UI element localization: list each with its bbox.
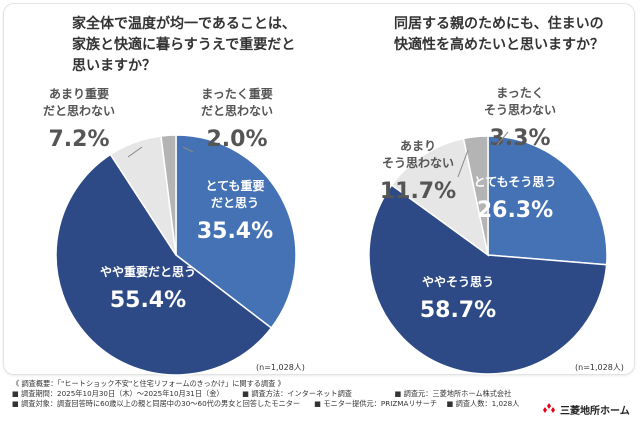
footer-period: ■ 調査期間：2025年10月30日（木）～2025年10月31日（金） [12, 389, 224, 398]
slice-value: 2.0% [206, 127, 267, 152]
pie-slice [462, 135, 489, 256]
slice-value: 3.3% [489, 126, 550, 151]
right-question-line: 快適性を高めたいと思いますか？ [394, 37, 604, 53]
footer-org: ■ 調査元：三菱地所ホーム株式会社 [394, 389, 512, 398]
slice-label: そう思わない [484, 103, 556, 117]
left-question-title: 家全体で温度が均一であることは、 家族と快適に暮らすうえで重要だと 思いますか？ [72, 14, 296, 77]
slice-label: だと思わない [201, 104, 273, 118]
pie-slice [55, 153, 273, 376]
slice-label: あまり [400, 139, 436, 153]
leader-line [127, 146, 143, 158]
leader-line [496, 131, 509, 146]
survey-footer: 《 調査概要：「"ヒートショック不安"と住宅リフォームのきっかけ」に関する調査 … [12, 379, 532, 409]
slice-value: 26.3% [477, 198, 553, 223]
footer-method: ■ 調査方法：インターネット調査 [242, 389, 352, 398]
left-question-line: 家族と快適に暮らすうえで重要だと [72, 37, 296, 53]
slice-value: 7.2% [48, 127, 109, 152]
left-question-line: 思いますか？ [72, 58, 156, 74]
slice-label: とても重要 [205, 178, 264, 193]
company-logo: 三菱地所ホーム [542, 402, 630, 417]
footer-title: 《 調査概要：「"ヒートショック不安"と住宅リフォームのきっかけ」に関する調査 … [12, 379, 285, 388]
leader-line [182, 146, 194, 153]
pie-slice [390, 137, 490, 257]
pie-slice [368, 184, 608, 375]
slice-label: まったく [496, 86, 544, 100]
right-question-line: 同居する親のためにも、住まいの [394, 16, 604, 32]
footer-provider: ■ モニター提供元：PRIZMAリサーチ [314, 399, 438, 408]
mitsubishi-diamonds-icon [543, 403, 555, 413]
left-sample-size: (n=1,028人) [256, 363, 305, 372]
pie-slice [487, 135, 608, 266]
slice-label: だと思わない [43, 104, 115, 118]
slice-value: 11.7% [380, 179, 456, 204]
slice-label: だと思う [211, 196, 259, 210]
company-name: 三菱地所ホーム [560, 406, 630, 417]
slice-value: 58.7% [420, 298, 496, 323]
slice-value: 35.4% [197, 219, 273, 244]
slice-label: あまり重要 [49, 86, 109, 101]
slice-value: 55.4% [110, 288, 186, 313]
left-question-line: 家全体で温度が均一であることは、 [72, 16, 296, 32]
leader-line [457, 149, 469, 178]
slice-label: やや重要だと思う [100, 264, 196, 279]
slice-label: そう思わない [382, 156, 454, 170]
footer-count: ■ 調査人数：1,028人 [446, 399, 520, 408]
pie-slice [160, 134, 177, 256]
right-question-title: 同居する親のためにも、住まいの 快適性を高めたいと思いますか？ [394, 14, 604, 56]
footer-target: ■ 調査対象：調査回答時に60歳以上の親と同居中の30～60代の男女と回答したモ… [12, 399, 301, 408]
slice-label: まったく重要 [201, 86, 273, 101]
slice-label: とてもそう思う [474, 175, 557, 189]
right-sample-size: (n=1,028人) [575, 363, 624, 372]
pie-slice [175, 134, 297, 330]
slice-label: ややそう思う [422, 275, 494, 289]
